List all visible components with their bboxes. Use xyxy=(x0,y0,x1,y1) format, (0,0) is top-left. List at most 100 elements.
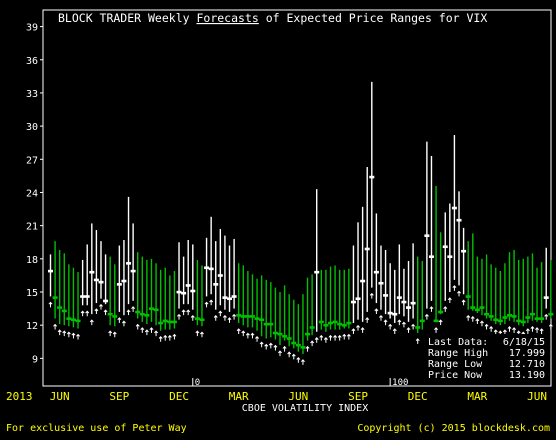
range-low-arrow xyxy=(209,299,214,306)
range-low-arrow xyxy=(236,328,241,334)
price-tick-up xyxy=(516,319,522,323)
price-tick-up xyxy=(484,312,490,316)
range-low-arrow xyxy=(259,341,264,348)
range-low-arrow xyxy=(484,323,489,330)
range-low-arrow xyxy=(539,328,544,334)
price-tick-up xyxy=(61,309,67,313)
range-low-arrow xyxy=(530,326,535,332)
range-low-arrow xyxy=(131,306,136,312)
range-low-arrow xyxy=(475,318,480,325)
title-prefix: BLOCK TRADER Weekly xyxy=(58,11,196,25)
price-tick-up xyxy=(107,312,113,316)
price-tick-down xyxy=(543,296,549,299)
range-low-arrow xyxy=(177,313,181,320)
price-tick-down xyxy=(424,234,430,237)
price-tick-up xyxy=(286,337,292,340)
price-tick-up xyxy=(282,335,288,338)
price-tick-down xyxy=(314,270,320,274)
range-low-arrow xyxy=(140,327,145,333)
range-low-arrow xyxy=(291,353,296,360)
range-low-arrow xyxy=(154,330,159,337)
price-tick-up xyxy=(277,332,283,336)
price-tick-down xyxy=(378,281,384,285)
title-forecasts-link[interactable]: Forecasts xyxy=(196,11,258,25)
price-tick-up xyxy=(300,346,306,349)
info-range-low-value: 12.710 xyxy=(509,359,545,370)
range-low-arrow xyxy=(57,329,62,336)
range-low-arrow xyxy=(158,335,163,342)
price-tick-up xyxy=(153,308,159,312)
info-range-low-label: Range Low xyxy=(428,359,483,370)
range-low-arrow xyxy=(195,330,200,337)
range-low-arrow xyxy=(544,313,549,320)
price-tick-up xyxy=(135,310,141,314)
price-tick-up xyxy=(327,321,333,325)
price-tick-down xyxy=(181,291,187,295)
price-tick-up xyxy=(539,317,545,320)
price-tick-up xyxy=(341,323,347,327)
price-tick-up xyxy=(465,295,471,298)
range-low-arrow xyxy=(89,319,94,326)
price-tick-up xyxy=(75,319,81,323)
range-low-arrow xyxy=(466,314,471,321)
range-low-arrow xyxy=(342,333,347,340)
price-tick-down xyxy=(222,296,228,299)
price-tick-up xyxy=(158,321,164,325)
price-tick-down xyxy=(396,296,402,299)
info-range-high-label: Range High xyxy=(428,348,488,359)
price-tick-up xyxy=(323,323,329,327)
price-tick-up xyxy=(332,320,338,324)
range-low-arrow xyxy=(48,301,53,308)
price-tick-down xyxy=(364,247,370,251)
price-tick-down xyxy=(176,290,182,294)
range-low-arrow xyxy=(144,329,149,336)
x-marker-label: 100 xyxy=(392,378,408,388)
range-low-arrow xyxy=(415,338,420,344)
price-tick-up xyxy=(162,319,168,323)
range-low-arrow xyxy=(273,344,278,351)
info-price-now-label: Price Now xyxy=(428,370,483,381)
range-low-arrow xyxy=(360,327,365,333)
range-low-arrow xyxy=(374,308,379,315)
price-tick-up xyxy=(337,322,343,326)
range-low-arrow xyxy=(328,334,333,341)
info-last-data-label: Last Data: xyxy=(428,337,488,348)
y-tick-label: 12 xyxy=(26,321,38,332)
price-tick-up xyxy=(171,320,177,324)
range-low-arrow xyxy=(461,299,466,306)
range-low-arrow xyxy=(489,326,494,332)
price-tick-up xyxy=(502,316,508,319)
x-month-label: DEC xyxy=(408,390,428,403)
range-low-arrow xyxy=(379,314,383,321)
price-tick-down xyxy=(130,269,136,273)
range-low-arrow xyxy=(213,314,218,321)
range-low-arrow xyxy=(250,332,255,339)
range-low-arrow xyxy=(351,328,356,334)
price-tick-up xyxy=(507,314,512,317)
price-tick-up xyxy=(415,326,421,329)
price-tick-up xyxy=(470,306,476,309)
price-tick-down xyxy=(213,283,219,286)
price-tick-down xyxy=(103,299,109,303)
price-tick-up xyxy=(529,312,535,316)
price-tick-up xyxy=(259,318,265,322)
range-low-arrow xyxy=(443,306,448,312)
price-tick-up xyxy=(309,326,315,329)
range-low-arrow xyxy=(222,314,227,321)
range-low-arrow xyxy=(199,331,204,338)
range-low-arrow xyxy=(447,297,452,303)
price-tick-up xyxy=(346,321,352,325)
price-tick-down xyxy=(392,312,398,316)
price-tick-down xyxy=(48,269,53,273)
range-low-arrow xyxy=(525,328,530,334)
range-low-arrow xyxy=(548,323,553,330)
range-low-arrow xyxy=(397,319,402,326)
range-low-arrow xyxy=(264,343,269,350)
price-tick-up xyxy=(488,315,494,318)
range-low-arrow xyxy=(406,327,411,333)
info-box-background xyxy=(420,334,548,383)
price-tick-down xyxy=(383,294,389,297)
price-tick-up xyxy=(167,320,173,324)
range-low-arrow xyxy=(103,309,108,316)
range-low-arrow xyxy=(282,345,287,352)
